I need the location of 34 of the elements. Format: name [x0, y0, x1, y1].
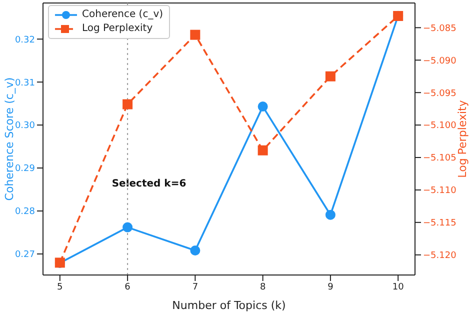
point	[190, 246, 200, 256]
y-tick-label: 0.30	[14, 121, 36, 132]
y-tick-label: 0.29	[14, 164, 36, 174]
y2-axis-title: Log Perplexity	[456, 100, 469, 178]
point	[122, 99, 133, 110]
point	[122, 222, 133, 232]
y-tick-label: 0.32	[14, 35, 35, 46]
point	[325, 210, 336, 220]
x-tick-label: 7	[192, 282, 198, 292]
legend-label: Log Perplexity	[82, 22, 153, 36]
y2-tick-label: −5.110	[423, 186, 457, 196]
point	[258, 145, 268, 156]
y2-tick-label: −5.120	[423, 251, 457, 262]
point	[325, 71, 336, 82]
y2-tick-label: −5.085	[423, 24, 456, 34]
y-axis-title: Coherence Score (c_v)	[2, 77, 16, 201]
y2-tick-label: −5.115	[423, 218, 456, 229]
point	[258, 102, 268, 112]
legend-label: Coherence (c_v)	[82, 8, 164, 22]
y-tick-label: 0.27	[14, 250, 35, 260]
x-tick-label: 8	[260, 282, 266, 292]
y2-tick-label: −5.095	[423, 88, 456, 99]
x-tick-label: 9	[328, 282, 334, 292]
y-tick-label: 0.28	[14, 207, 36, 218]
y-tick-label: 0.31	[14, 78, 35, 88]
y2-tick-label: −5.105	[423, 154, 456, 164]
x-tick-label: 5	[57, 282, 63, 292]
y2-tick-label: −5.090	[423, 56, 457, 66]
x-tick-label: 6	[124, 282, 131, 292]
annotation: Selected k=6	[112, 178, 186, 190]
y2-tick-label: −5.100	[423, 121, 457, 132]
x-tick-label: 10	[392, 282, 404, 292]
x-axis-title: Number of Topics (k)	[172, 299, 286, 312]
point	[190, 30, 200, 40]
